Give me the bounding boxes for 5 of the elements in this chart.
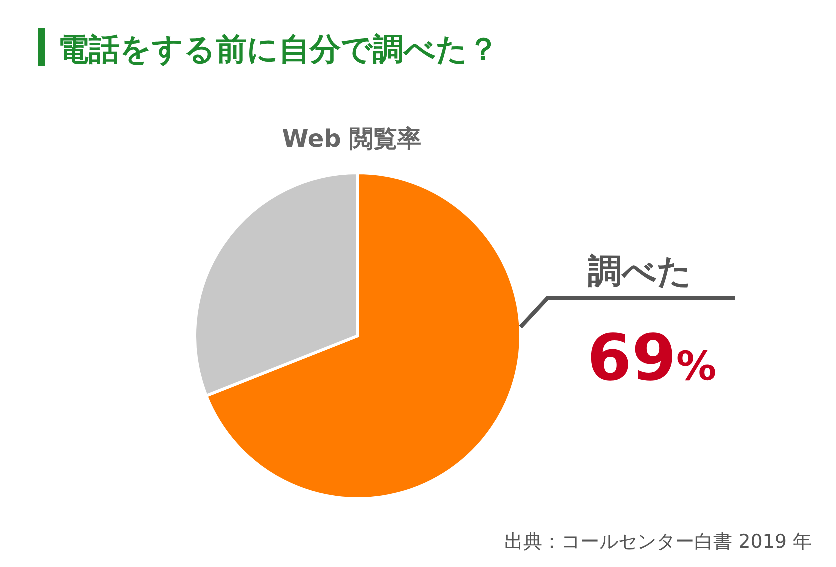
slice-label: 調べた — [588, 252, 692, 292]
chart-subtitle: Web 閲覧率 — [282, 125, 422, 153]
chart-title: 電話をする前に自分で調べた？ — [58, 32, 499, 68]
source-note: 出典：コールセンター白書 2019 年 — [504, 531, 812, 553]
data-label: 69% — [587, 322, 717, 396]
